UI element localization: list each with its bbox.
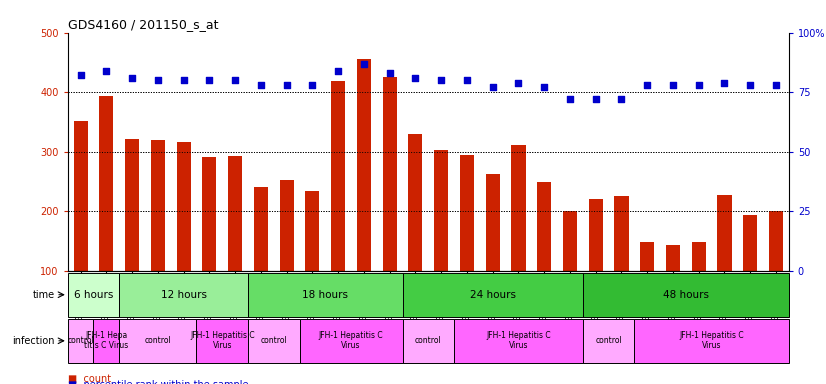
Bar	[248, 273, 402, 317]
Text: JFH-1 Hepa
titis C Virus: JFH-1 Hepa titis C Virus	[84, 331, 129, 351]
Text: JFH-1 Hepatitis C
Virus: JFH-1 Hepatitis C Virus	[679, 331, 744, 351]
Bar	[254, 187, 268, 271]
Bar	[279, 180, 294, 271]
Bar	[666, 245, 680, 271]
Bar	[583, 273, 789, 317]
Point	[331, 68, 344, 74]
Text: JFH-1 Hepatitis C
Virus: JFH-1 Hepatitis C Virus	[487, 331, 551, 351]
Point	[460, 77, 473, 83]
Point	[409, 75, 422, 81]
Bar	[460, 155, 474, 271]
Point	[743, 82, 757, 88]
Bar	[68, 273, 119, 317]
Bar	[583, 319, 634, 363]
Point	[615, 96, 628, 103]
Bar	[454, 319, 583, 363]
Point	[563, 96, 577, 103]
Point	[589, 96, 602, 103]
Bar	[125, 139, 140, 271]
Text: 6 hours: 6 hours	[74, 290, 113, 300]
Point	[512, 79, 525, 86]
Bar	[434, 151, 449, 271]
Point	[434, 77, 448, 83]
Bar	[331, 81, 345, 271]
Bar	[717, 195, 732, 271]
Bar	[511, 145, 525, 271]
Text: control: control	[67, 336, 94, 345]
Point	[486, 84, 499, 91]
Bar	[119, 319, 197, 363]
Point	[151, 77, 164, 83]
Bar	[382, 77, 396, 271]
Point	[229, 77, 242, 83]
Text: 48 hours: 48 hours	[662, 290, 709, 300]
Bar	[68, 319, 93, 363]
Point	[538, 84, 551, 91]
Bar	[402, 273, 583, 317]
Bar	[306, 191, 320, 271]
Text: 12 hours: 12 hours	[160, 290, 206, 300]
Point	[667, 82, 680, 88]
Bar	[202, 157, 216, 271]
Point	[177, 77, 190, 83]
Bar	[615, 196, 629, 271]
Bar	[228, 156, 242, 271]
Point	[254, 82, 268, 88]
Point	[641, 82, 654, 88]
Bar	[408, 134, 422, 271]
Bar	[99, 96, 113, 271]
Bar	[177, 142, 191, 271]
Text: ■  percentile rank within the sample: ■ percentile rank within the sample	[68, 380, 249, 384]
Bar	[563, 210, 577, 271]
Text: 24 hours: 24 hours	[470, 290, 515, 300]
Point	[74, 73, 88, 79]
Bar	[769, 211, 783, 271]
Text: ■  count: ■ count	[68, 374, 111, 384]
Point	[383, 70, 396, 76]
Bar	[300, 319, 402, 363]
Point	[280, 82, 293, 88]
Text: control: control	[596, 336, 622, 345]
Point	[692, 82, 705, 88]
Bar	[357, 60, 371, 271]
Bar	[248, 319, 300, 363]
Text: infection: infection	[12, 336, 55, 346]
Point	[358, 61, 371, 67]
Text: JFH-1 Hepatitis C
Virus: JFH-1 Hepatitis C Virus	[190, 331, 254, 351]
Bar	[486, 174, 500, 271]
Text: JFH-1 Hepatitis C
Virus: JFH-1 Hepatitis C Virus	[319, 331, 383, 351]
Text: control: control	[145, 336, 171, 345]
Text: control: control	[260, 336, 287, 345]
Point	[769, 82, 782, 88]
Bar	[537, 182, 551, 271]
Bar	[197, 319, 248, 363]
Text: time: time	[33, 290, 55, 300]
Bar	[151, 141, 165, 271]
Point	[718, 79, 731, 86]
Text: GDS4160 / 201150_s_at: GDS4160 / 201150_s_at	[68, 18, 218, 31]
Point	[126, 75, 139, 81]
Bar	[402, 319, 454, 363]
Bar	[691, 242, 705, 271]
Bar	[743, 215, 757, 271]
Point	[202, 77, 216, 83]
Bar	[589, 199, 603, 271]
Bar	[640, 242, 654, 271]
Point	[306, 82, 319, 88]
Bar	[119, 273, 248, 317]
Point	[100, 68, 113, 74]
Bar	[634, 319, 789, 363]
Bar	[74, 121, 88, 271]
Text: control: control	[415, 336, 442, 345]
Bar	[93, 319, 119, 363]
Text: 18 hours: 18 hours	[302, 290, 349, 300]
